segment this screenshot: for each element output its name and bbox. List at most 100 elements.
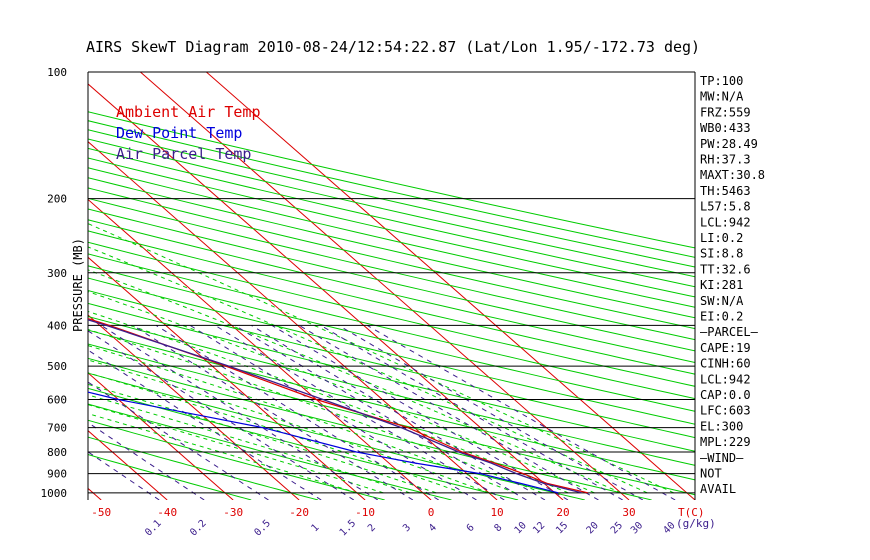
moist-adiabat-line	[88, 413, 358, 494]
mixing-ratio-line	[155, 324, 439, 500]
mixing-ratio-line	[88, 381, 269, 500]
bottom-temp-tick-label: 0	[428, 506, 435, 519]
sounding-index: LCL:942	[700, 372, 751, 386]
dry-adiabat-line	[88, 265, 695, 412]
mixing-ratio-tick-label: 10	[513, 520, 529, 536]
mixing-ratio-tick-label: 6	[465, 522, 477, 534]
dry-adiabat-line	[88, 316, 695, 466]
sounding-index: CINH:60	[700, 357, 751, 371]
dry-adiabat-line	[88, 419, 385, 500]
moist-adiabat-line	[88, 372, 463, 494]
bottom-temp-tick-label: -10	[355, 506, 375, 519]
pressure-tick-label: 300	[47, 267, 67, 280]
mixing-ratio-tick-label: 8	[493, 522, 505, 534]
mixing-ratio-line	[88, 349, 322, 500]
isotherm-line	[88, 314, 300, 500]
sounding-index: MAXT:30.8	[700, 168, 765, 182]
mixing-ratio-line	[320, 324, 623, 500]
isobar-lines	[87, 71, 696, 500]
sounding-index: AVAIL	[700, 482, 736, 496]
sounding-index: MW:N/A	[700, 90, 744, 104]
mixing-ratio-tick-label: 0.1	[143, 518, 164, 539]
mixing-ratio-line	[271, 324, 569, 500]
bottom-temp-tick-label: -50	[91, 506, 111, 519]
pressure-tick-label: 400	[47, 319, 67, 332]
dry-adiabat-line	[88, 290, 695, 439]
sounding-index: PW:28.49	[700, 137, 758, 151]
mixing-ratio-line	[338, 324, 644, 500]
isotherm-line	[88, 256, 366, 500]
isotherm-lines	[88, 72, 695, 500]
mixing-ratio-unit: (g/kg)	[676, 517, 716, 530]
bottom-temp-tick-label: -30	[223, 506, 243, 519]
dry-adiabat-line	[88, 241, 695, 387]
dry-adiabat-line	[88, 157, 695, 298]
dry-adiabat-line	[88, 208, 695, 352]
sounding-index: FRZ:559	[700, 105, 751, 119]
pressure-tick-label: 900	[47, 468, 67, 481]
dry-adiabat-line	[88, 219, 695, 363]
mixing-ratio-tick-label: 25	[609, 520, 625, 536]
mixing-ratio-tick-label: 4	[427, 522, 439, 534]
sounding-index: TH:5463	[700, 184, 751, 198]
dry-adiabat-line	[88, 187, 695, 330]
bottom-temp-tick-label: -40	[157, 506, 177, 519]
mixing-ratio-line	[88, 421, 205, 500]
pressure-tick-label: 800	[47, 446, 67, 459]
dry-adiabat-line	[88, 177, 695, 319]
dry-adiabat-line	[88, 329, 695, 481]
sounding-index: CAPE:19	[700, 341, 751, 355]
sounding-index: TP:100	[700, 74, 743, 88]
series-line-air-parcel-temp	[88, 319, 582, 494]
mixing-ratio-tick-labels: 0.1 0.2 0.5 1 1.5 2 3 4 6 8 10 12 15 20 25 30 40	[143, 518, 677, 539]
dry-adiabat-line	[88, 453, 252, 500]
mixing-ratio-line	[298, 324, 599, 500]
dry-adiabat-line	[88, 167, 695, 308]
mixing-ratio-tick-label: 0.2	[188, 518, 209, 539]
sounding-index: EL:300	[700, 419, 743, 433]
dry-adiabat-line	[88, 387, 519, 500]
isotherm-line	[88, 372, 234, 500]
pressure-tick-label: 200	[47, 193, 67, 206]
mixing-ratio-tick-label: 12	[531, 520, 547, 536]
sounding-index: WB0:433	[700, 121, 751, 135]
sounding-index: NOT	[700, 467, 722, 481]
mixing-ratio-tick-label: 3	[401, 522, 413, 534]
moist-adiabat-line	[88, 404, 384, 494]
dry-adiabat-line	[88, 230, 695, 375]
sounding-index: LI:0.2	[700, 231, 743, 245]
legend-entry: Air Parcel Temp	[116, 145, 251, 163]
dry-adiabat-line	[88, 253, 695, 400]
pressure-tick-labels: 100 200 300 400 500 600 700 800 900 1000	[41, 66, 68, 500]
chart-title: AIRS SkewT Diagram 2010-08-24/12:54:22.8…	[86, 38, 700, 56]
dry-adiabat-line	[88, 111, 695, 249]
legend-entry: Dew Point Temp	[116, 124, 242, 142]
sounding-index: LCL:942	[700, 215, 751, 229]
sounding-series	[88, 318, 588, 494]
x-axis-label: T(C)	[678, 506, 705, 519]
mixing-ratio-tick-label: 1.5	[338, 518, 359, 539]
bottom-temp-tick-label: -20	[289, 506, 309, 519]
isotherm-line	[88, 83, 564, 500]
sounding-index: CAP:0.0	[700, 388, 751, 402]
dry-adiabat-line	[88, 436, 319, 500]
moist-adiabat-lines	[88, 223, 674, 494]
sounding-index: KI:281	[700, 278, 743, 292]
mixing-ratio-tick-label: 20	[585, 520, 601, 536]
moist-adiabat-line	[88, 383, 437, 494]
mixing-ratio-lines	[88, 324, 676, 500]
dry-adiabat-line	[88, 138, 695, 278]
sounding-index: LFC:603	[700, 404, 751, 418]
mixing-ratio-tick-label: 1	[309, 522, 321, 534]
pressure-tick-label: 700	[47, 422, 67, 435]
pressure-tick-label: 500	[47, 360, 67, 373]
pressure-tick-label: 1000	[41, 487, 68, 500]
sounding-index: SW:N/A	[700, 294, 744, 308]
mixing-ratio-tick-label: 15	[554, 520, 570, 536]
sounding-index: EI:0.2	[700, 310, 743, 324]
sounding-index: L57:5.8	[700, 200, 751, 214]
series-line-dew-point-temp	[88, 391, 559, 494]
moist-adiabat-line	[88, 246, 648, 494]
